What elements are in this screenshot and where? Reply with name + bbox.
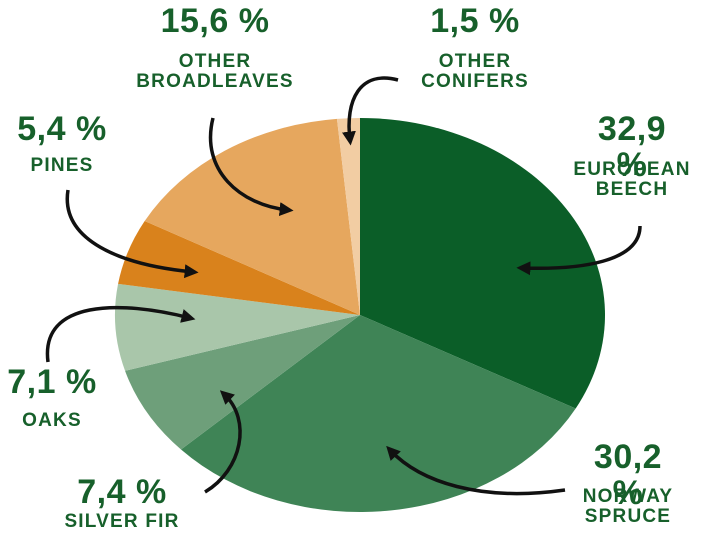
arrows (45, 76, 642, 496)
arrow (342, 76, 399, 146)
category-label: SILVER FIR (64, 511, 180, 532)
pie (115, 118, 605, 512)
pie-slice (144, 118, 360, 315)
pie-slice (115, 283, 361, 371)
value-label: 15,6 % (160, 2, 270, 40)
pie-slice (125, 315, 360, 450)
category-label: OAKS (22, 410, 82, 431)
value-label: 30,2 % (593, 438, 663, 512)
category-label: OTHER CONIFERS (421, 51, 529, 92)
arrow (208, 117, 294, 217)
arrow (45, 305, 196, 363)
value-label: 5,4 % (17, 110, 107, 148)
category-label: EUROPEAN BEECH (573, 159, 691, 200)
value-label: 7,1 % (7, 363, 97, 401)
arrow (386, 445, 566, 496)
arrow (65, 189, 199, 279)
pie-slice (118, 220, 360, 315)
value-label: 32,9 % (597, 110, 667, 184)
arrow (516, 225, 642, 276)
value-label: 1,5 % (430, 2, 520, 40)
pie-slice (336, 118, 360, 315)
arrow (204, 390, 242, 494)
pie-slice (360, 118, 605, 409)
category-label: NORWAY SPRUCE (582, 486, 674, 527)
category-label: OTHER BROADLEAVES (136, 51, 294, 92)
pie-slice (181, 315, 576, 512)
category-label: PINES (30, 155, 94, 176)
value-label: 7,4 % (77, 473, 167, 511)
